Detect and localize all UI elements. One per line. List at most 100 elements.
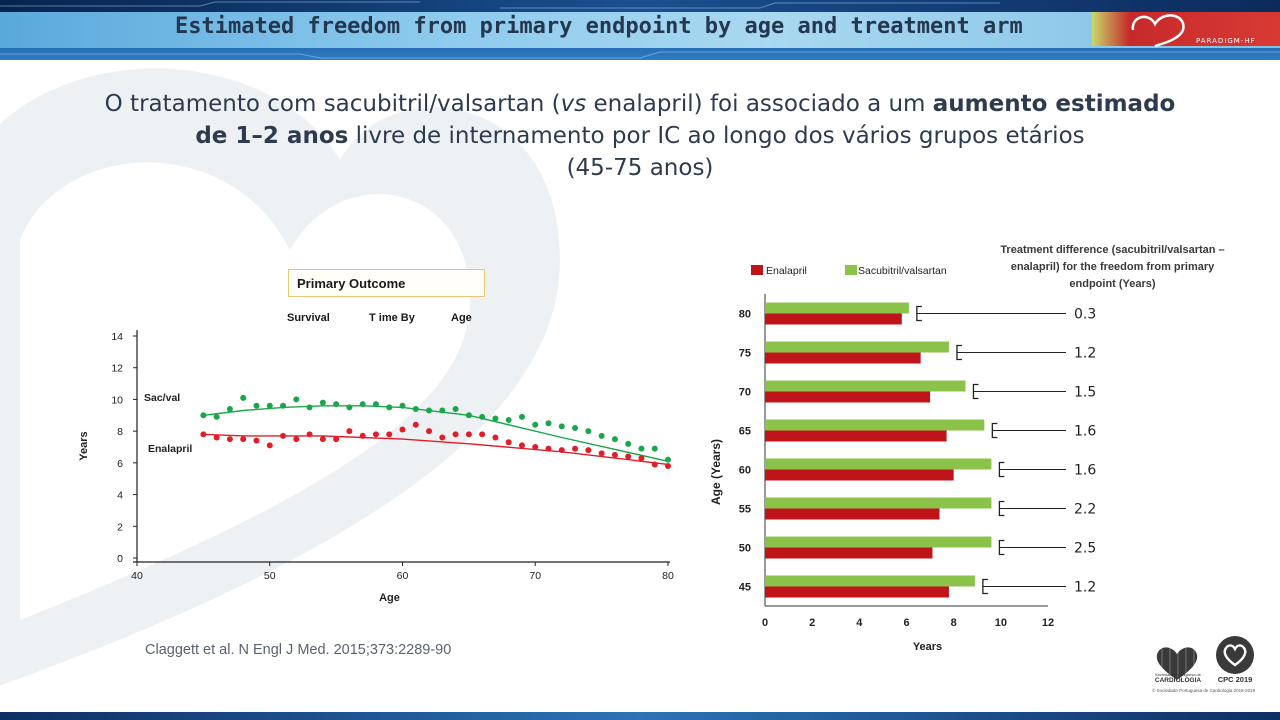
difference-value: 1.2: [1074, 580, 1096, 596]
difference-value: 1.6: [1074, 424, 1096, 440]
data-point-enalapril: [240, 436, 247, 443]
bar-enalapril: [765, 313, 902, 325]
bottom-bar: [0, 712, 1280, 720]
data-point-sacval: [226, 405, 233, 412]
difference-value: 1.2: [1074, 346, 1096, 362]
data-point-sacval: [426, 407, 433, 414]
difference-value: 1.5: [1074, 385, 1096, 401]
headline: O tratamento com sacubitril/valsartan (v…: [60, 88, 1220, 184]
y-tick-label: 50: [739, 543, 751, 555]
data-point-sacval: [625, 440, 632, 447]
data-point-sacval: [558, 423, 565, 430]
data-point-sacval: [585, 428, 592, 435]
circuit-pattern: [0, 1, 1280, 59]
bar-enalapril: [765, 469, 954, 481]
data-point-enalapril: [426, 428, 433, 435]
data-point-enalapril: [372, 431, 379, 438]
data-point-sacval: [253, 402, 260, 409]
legend-swatch-sacubitril-valsartan: [845, 265, 857, 275]
title-bar: [0, 12, 1280, 48]
chart-title-box: Primary Outcome: [288, 269, 485, 297]
data-point-sacval: [492, 415, 499, 422]
headline-line-2: de 1–2 anos livre de internamento por IC…: [195, 123, 1085, 149]
y-tick-label: 55: [739, 504, 751, 516]
data-point-enalapril: [452, 431, 459, 438]
data-point-sacval: [293, 396, 300, 403]
data-point-enalapril: [280, 432, 287, 439]
copyright: © Sociedade Portuguesa de Cardiologia 20…: [1152, 688, 1256, 693]
data-point-sacval: [306, 404, 313, 411]
x-tick-label: 10: [995, 617, 1007, 629]
x-tick-label: 60: [397, 570, 409, 582]
series-label-enalapril: Enalapril: [148, 443, 192, 455]
bar-sacubitril-valsartan: [765, 536, 992, 548]
bar-sacubitril-valsartan: [765, 497, 992, 509]
data-point-sacval: [479, 413, 486, 420]
bar-sacubitril-valsartan: [765, 302, 909, 314]
top-banner: Estimated freedom from primary endpoint …: [0, 0, 1280, 60]
data-point-enalapril: [585, 447, 592, 454]
y-tick-label: 10: [111, 394, 123, 406]
x-tick-label: 8: [951, 617, 957, 629]
data-point-enalapril: [306, 431, 313, 438]
difference-value: 0.3: [1074, 307, 1096, 323]
brand-label: PARADIGM-HF: [1196, 37, 1256, 45]
y-tick-label: 0: [117, 553, 123, 565]
difference-bracket: [916, 305, 922, 322]
data-point-sacval: [266, 402, 273, 409]
cpc-label: CPC 2019: [1217, 675, 1253, 684]
x-tick-label: 0: [762, 617, 768, 629]
headline-line-1: O tratamento com sacubitril/valsartan (v…: [104, 91, 1176, 117]
y-tick-label: 6: [117, 458, 123, 470]
bar-sacubitril-valsartan: [765, 419, 985, 431]
spc-label: Sociedade Portuguesa de CARDIOLOGIA: [1143, 672, 1213, 684]
data-point-sacval: [372, 401, 379, 408]
y-tick-label: 4: [117, 490, 123, 502]
data-point-sacval: [333, 401, 340, 408]
data-point-enalapril: [213, 434, 220, 441]
y-tick-label: 2: [117, 521, 123, 533]
data-point-enalapril: [532, 444, 539, 450]
y-tick-label: 70: [739, 387, 751, 399]
data-point-sacval: [572, 424, 579, 431]
bar-enalapril: [765, 508, 940, 520]
x-tick-label: 70: [529, 570, 541, 582]
data-point-enalapril: [200, 431, 207, 438]
data-point-sacval: [611, 436, 618, 443]
data-point-enalapril: [386, 431, 393, 438]
y-tick-label: 60: [739, 465, 751, 477]
data-point-sacval: [412, 405, 419, 412]
slide-title: Estimated freedom from primary endpoint …: [175, 14, 1023, 39]
data-point-enalapril: [598, 450, 605, 457]
data-point-enalapril: [412, 421, 419, 428]
data-point-enalapril: [518, 442, 525, 449]
data-point-enalapril: [293, 436, 300, 443]
data-point-enalapril: [359, 432, 366, 439]
chart-subtitle-age: Age: [451, 312, 472, 324]
data-point-sacval: [359, 401, 366, 408]
data-point-sacval: [319, 399, 326, 406]
cpc-heart-logo-icon: [1216, 636, 1254, 674]
chart-subtitle-time-by: T ime By: [369, 312, 415, 324]
legend-label-enalapril: Enalapril: [766, 265, 807, 277]
chart-subtitle-survival: Survival: [287, 312, 330, 324]
data-point-enalapril: [439, 434, 446, 441]
citation: Claggett et al. N Engl J Med. 2015;373:2…: [145, 642, 452, 658]
diff-header-line-3: endpoint (Years): [1069, 278, 1156, 290]
bar-enalapril: [765, 430, 947, 442]
data-point-sacval: [213, 413, 220, 420]
bar-sacubitril-valsartan: [765, 575, 975, 587]
x-tick-label: 50: [264, 570, 276, 582]
data-point-sacval: [545, 420, 552, 427]
data-point-sacval: [465, 412, 472, 419]
y-tick-label: 12: [111, 363, 123, 375]
x-tick-label: 40: [131, 570, 143, 582]
y-tick-label: 65: [739, 426, 751, 438]
data-point-enalapril: [226, 436, 233, 443]
data-point-sacval: [346, 404, 353, 411]
difference-bracket: [972, 383, 979, 400]
difference-value: 1.6: [1074, 463, 1096, 479]
data-point-enalapril: [625, 453, 632, 460]
x-axis-label: Age: [379, 592, 400, 604]
chart-title: Primary Outcome: [297, 276, 406, 291]
